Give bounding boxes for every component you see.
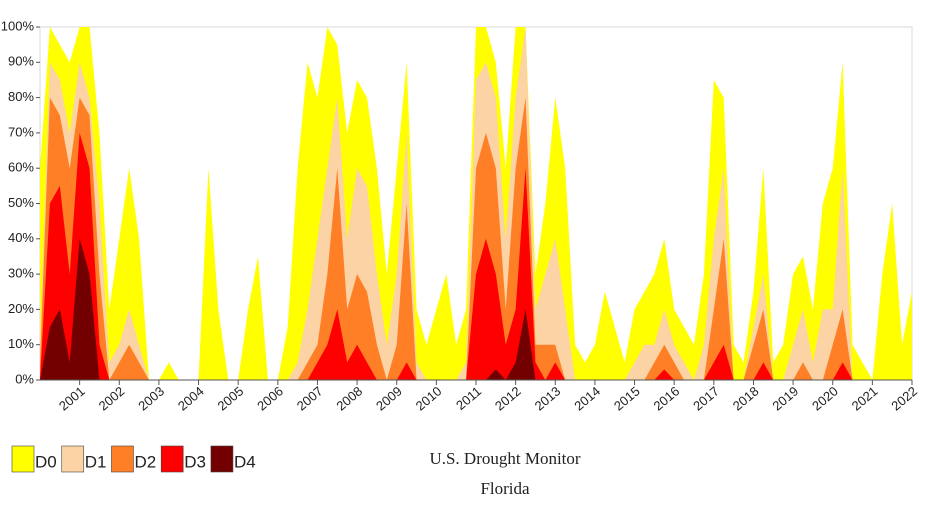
x-tick-label: 2004 [175, 383, 207, 413]
chart-subtitle: Florida [480, 479, 530, 498]
x-tick-label: 2012 [492, 383, 524, 413]
x-tick-label: 2020 [809, 383, 841, 413]
x-tick-label: 2015 [611, 383, 643, 413]
x-tick-label: 2006 [254, 383, 286, 413]
x-tick-label: 2002 [96, 383, 128, 413]
x-tick-label: 2017 [690, 383, 722, 413]
x-tick-label: 2022 [888, 383, 920, 413]
x-tick-label: 2011 [453, 383, 484, 412]
legend-swatch [160, 445, 184, 473]
y-tick-label: 0% [15, 371, 34, 386]
legend-label: D2 [134, 452, 156, 471]
x-tick-label: 2005 [215, 383, 247, 413]
y-tick-label: 10% [8, 336, 34, 351]
area [40, 132, 912, 380]
legend-swatch [61, 445, 85, 473]
x-tick-label: 2003 [135, 383, 167, 413]
y-tick-label: 60% [8, 160, 34, 175]
x-tick-label: 2014 [571, 383, 603, 413]
x-tick-label: 2019 [769, 383, 801, 413]
x-tick-label: 2021 [849, 383, 881, 413]
y-tick-label: 100% [1, 18, 35, 33]
y-tick-label: 70% [8, 124, 34, 139]
x-tick-label: 2007 [294, 383, 326, 413]
x-tick-label: 2018 [730, 383, 762, 413]
legend-swatch [210, 445, 234, 473]
area [40, 97, 912, 380]
legend-label: D3 [184, 452, 206, 471]
legend-label: D4 [234, 452, 256, 471]
x-tick-label: 2008 [333, 383, 365, 413]
y-tick-label: 20% [8, 301, 34, 316]
x-tick-label: 2001 [56, 383, 88, 413]
x-tick-label: 2010 [413, 383, 445, 413]
legend-swatch [111, 445, 134, 473]
legend-label: D0 [35, 452, 57, 471]
chart-title: U.S. Drought Monitor [429, 449, 580, 468]
x-tick-label: 2016 [651, 383, 683, 413]
y-tick-label: 80% [8, 89, 34, 104]
y-tick-label: 90% [8, 54, 34, 69]
y-tick-label: 50% [8, 195, 34, 210]
x-tick-label: 2013 [532, 383, 564, 413]
legend-swatch [11, 445, 35, 473]
legend-label: D1 [85, 452, 107, 471]
y-tick-label: 40% [8, 230, 34, 245]
y-tick-label: 30% [8, 266, 34, 281]
x-tick-label: 2009 [373, 383, 405, 413]
